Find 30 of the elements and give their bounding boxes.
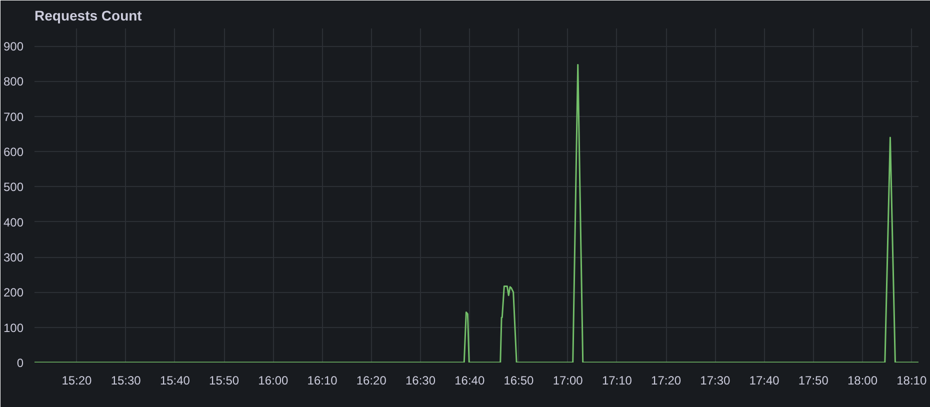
chart-title: Requests Count	[34, 8, 142, 24]
x-tick-label: 15:50	[209, 374, 240, 388]
x-tick-label: 17:40	[749, 374, 780, 388]
y-tick-label: 700	[3, 110, 24, 124]
y-tick-label: 0	[16, 356, 24, 370]
x-tick-label: 16:50	[504, 374, 534, 388]
x-tick-label: 18:00	[848, 374, 878, 388]
y-tick-label: 400	[3, 215, 24, 230]
y-tick-label: 600	[3, 145, 24, 160]
x-tick-label: 17:00	[552, 374, 584, 388]
x-tick-label: 18:10	[896, 374, 927, 388]
x-tick-label: 17:30	[700, 374, 731, 388]
y-tick-label: 200	[3, 286, 24, 300]
y-tick-label: 800	[3, 74, 24, 89]
x-tick-label: 17:20	[651, 374, 682, 388]
x-tick-label: 17:10	[602, 374, 632, 388]
y-tick-label: 500	[3, 180, 24, 194]
y-tick-label: 300	[3, 250, 24, 265]
y-tick-label: 100	[3, 320, 24, 335]
x-tick-label: 15:30	[110, 374, 142, 388]
x-tick-label: 16:20	[356, 374, 387, 388]
x-tick-label: 16:10	[307, 374, 338, 388]
x-tick-label: 16:00	[258, 374, 289, 388]
y-tick-label: 900	[3, 40, 24, 54]
x-tick-label: 15:40	[160, 374, 190, 388]
x-tick-label: 15:20	[62, 374, 92, 388]
x-tick-label: 16:30	[406, 374, 436, 388]
line-series	[34, 64, 918, 362]
x-tick-label: 16:40	[454, 374, 485, 388]
x-tick-label: 17:50	[798, 374, 829, 388]
